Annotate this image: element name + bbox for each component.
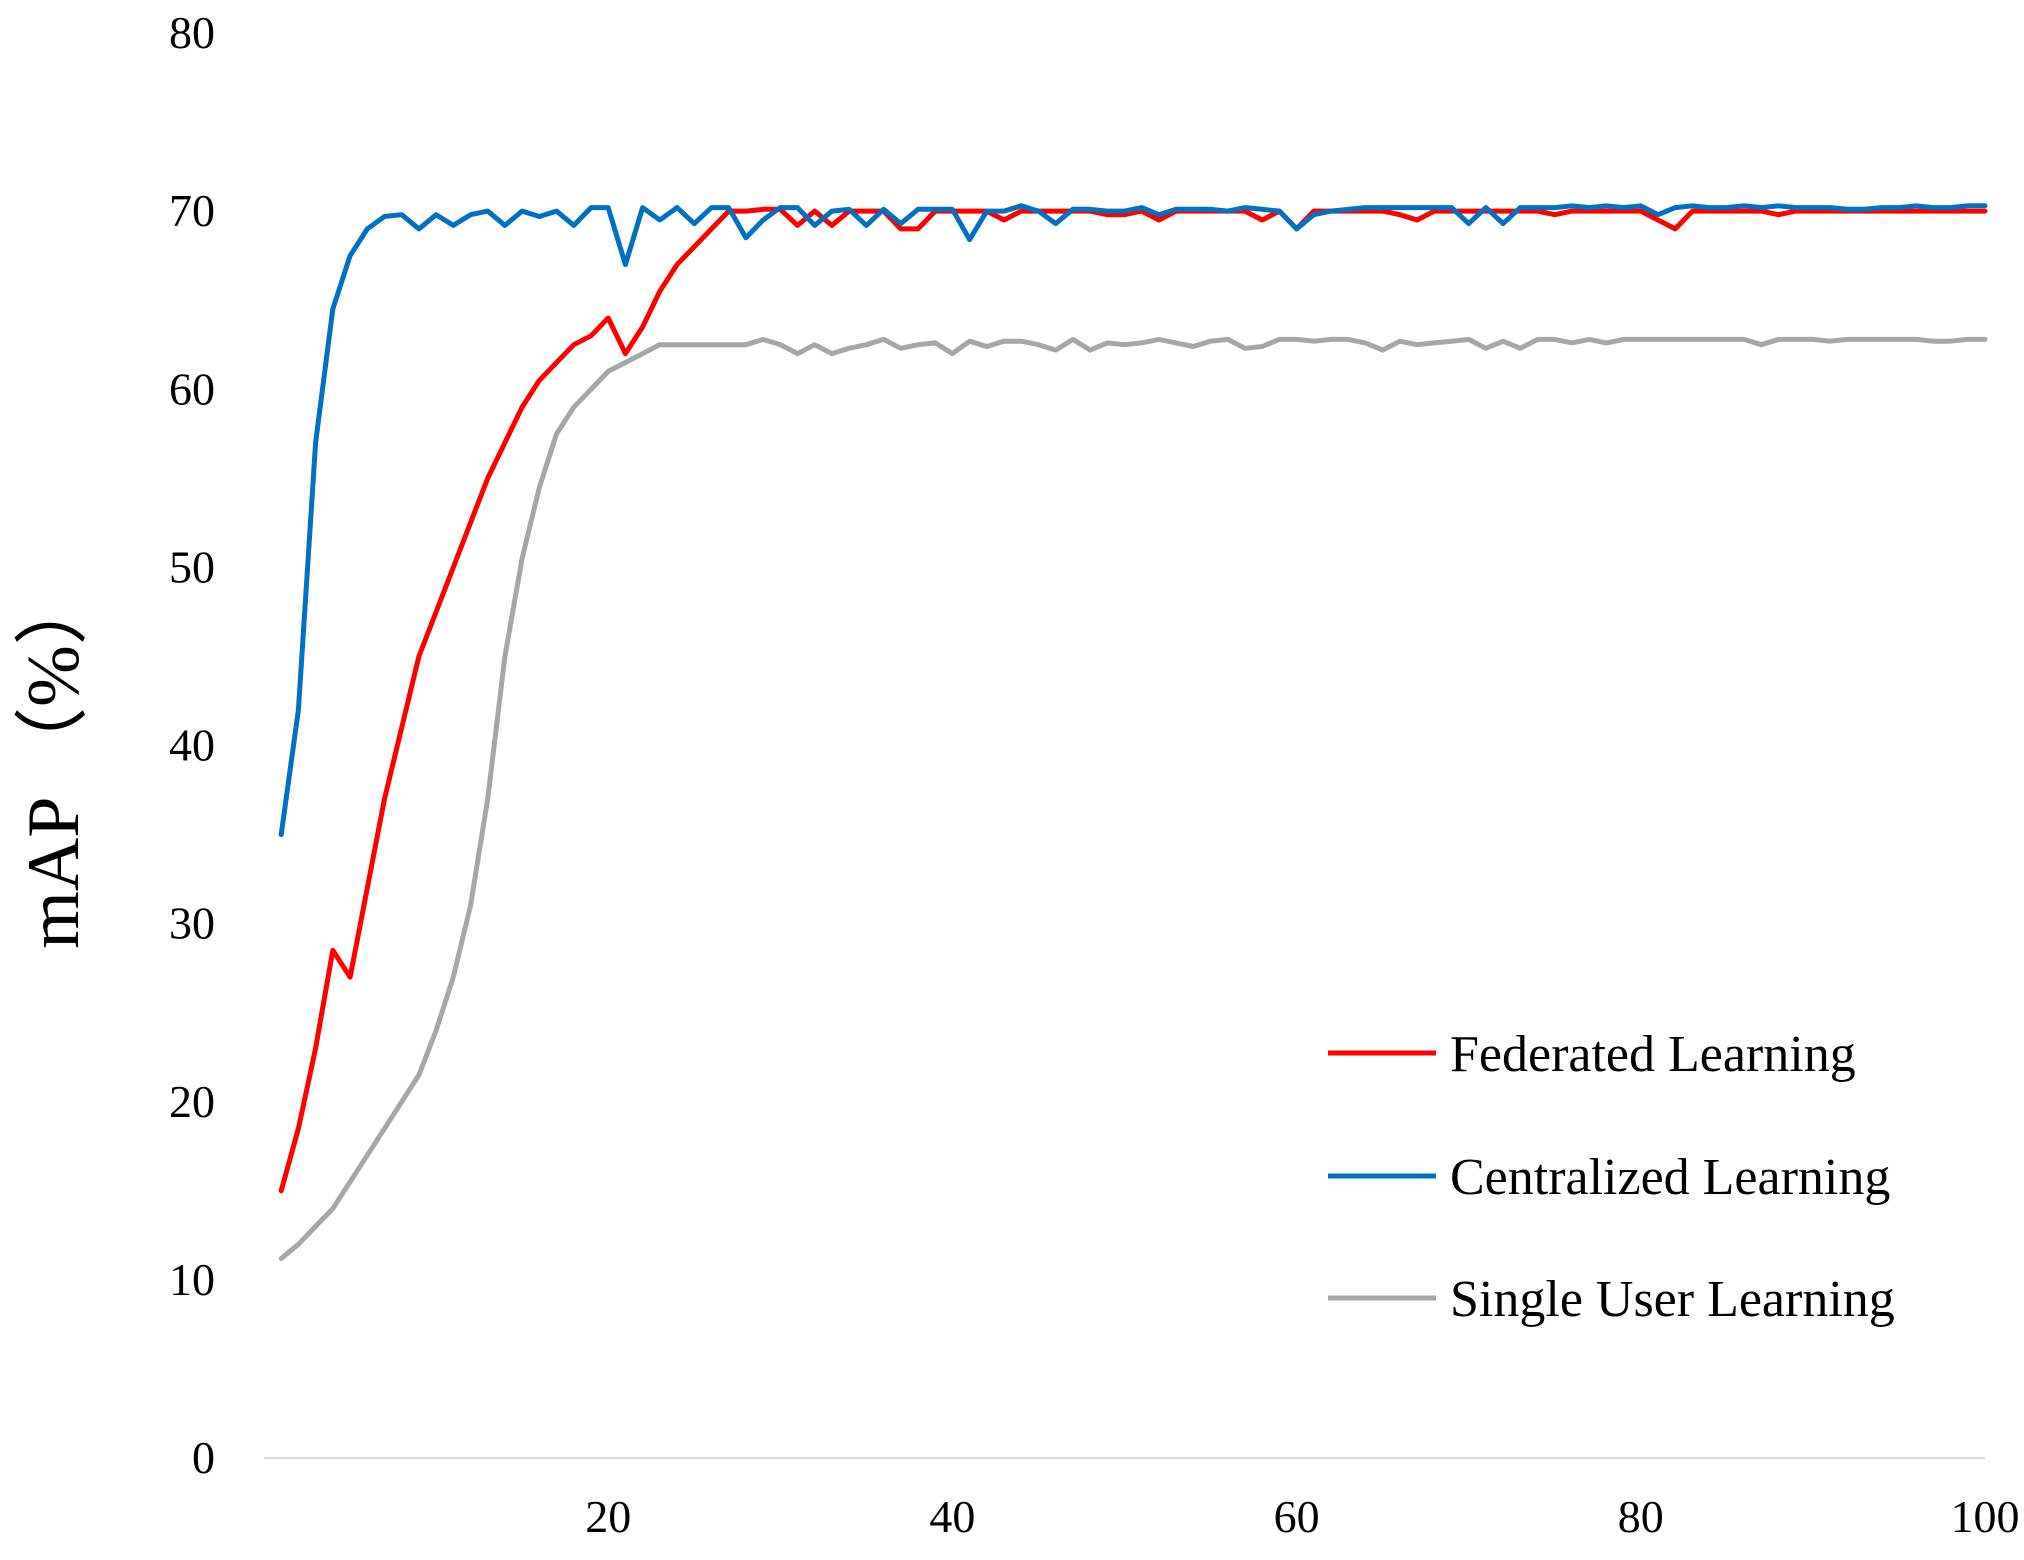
series-line-centralized-learning <box>278 203 1988 838</box>
x-tick-label: 60 <box>1274 1491 1320 1542</box>
y-tick-label: 60 <box>169 363 215 414</box>
series-line-federated-learning <box>278 206 1988 1194</box>
legend-label: Single User Learning <box>1450 1271 1895 1328</box>
x-axis-ticks: 20 40 60 80 100 <box>585 1491 2019 1542</box>
y-tick-label: 10 <box>169 1254 215 1305</box>
y-axis-ticks: 0 10 20 30 40 50 60 70 80 <box>169 7 215 1483</box>
y-tick-label: 20 <box>169 1076 215 1127</box>
y-tick-label: 70 <box>169 185 215 236</box>
x-tick-label: 100 <box>1951 1491 2020 1542</box>
y-tick-label: 0 <box>192 1432 215 1483</box>
legend: Federated Learning Centralized Learning Si… <box>1328 1026 1895 1328</box>
series-line-single-user-learning <box>278 336 1988 1261</box>
legend-label: Centralized Learning <box>1450 1149 1890 1206</box>
y-tick-label: 40 <box>169 720 215 771</box>
y-tick-label: 50 <box>169 541 215 592</box>
y-axis-label: mAP （%） <box>13 571 95 949</box>
x-tick-label: 40 <box>929 1491 975 1542</box>
x-tick-label: 20 <box>585 1491 631 1542</box>
y-tick-label: 30 <box>169 898 215 949</box>
legend-label: Federated Learning <box>1450 1026 1856 1083</box>
y-tick-label: 80 <box>169 7 215 58</box>
x-tick-label: 80 <box>1618 1491 1664 1542</box>
series-lines <box>278 203 1988 1261</box>
